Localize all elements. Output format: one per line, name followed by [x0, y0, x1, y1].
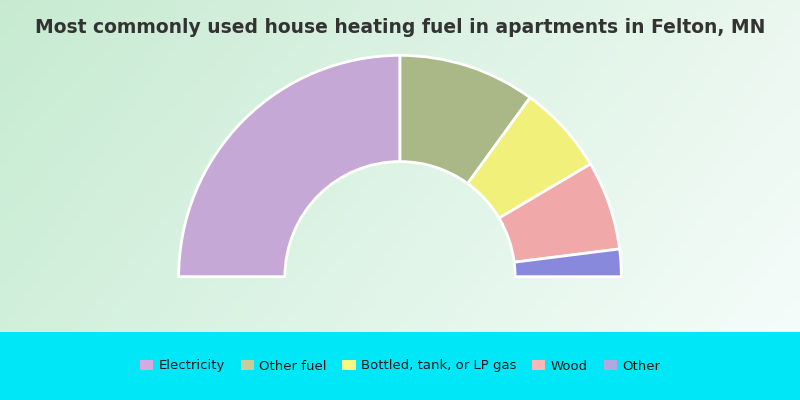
- Legend: Electricity, Other fuel, Bottled, tank, or LP gas, Wood, Other: Electricity, Other fuel, Bottled, tank, …: [134, 354, 666, 378]
- Wedge shape: [400, 55, 530, 184]
- Text: Most commonly used house heating fuel in apartments in Felton, MN: Most commonly used house heating fuel in…: [35, 18, 765, 37]
- Wedge shape: [178, 55, 400, 277]
- Wedge shape: [468, 98, 590, 218]
- Wedge shape: [499, 164, 619, 262]
- Bar: [0, 332, 800, 400]
- Wedge shape: [514, 249, 622, 277]
